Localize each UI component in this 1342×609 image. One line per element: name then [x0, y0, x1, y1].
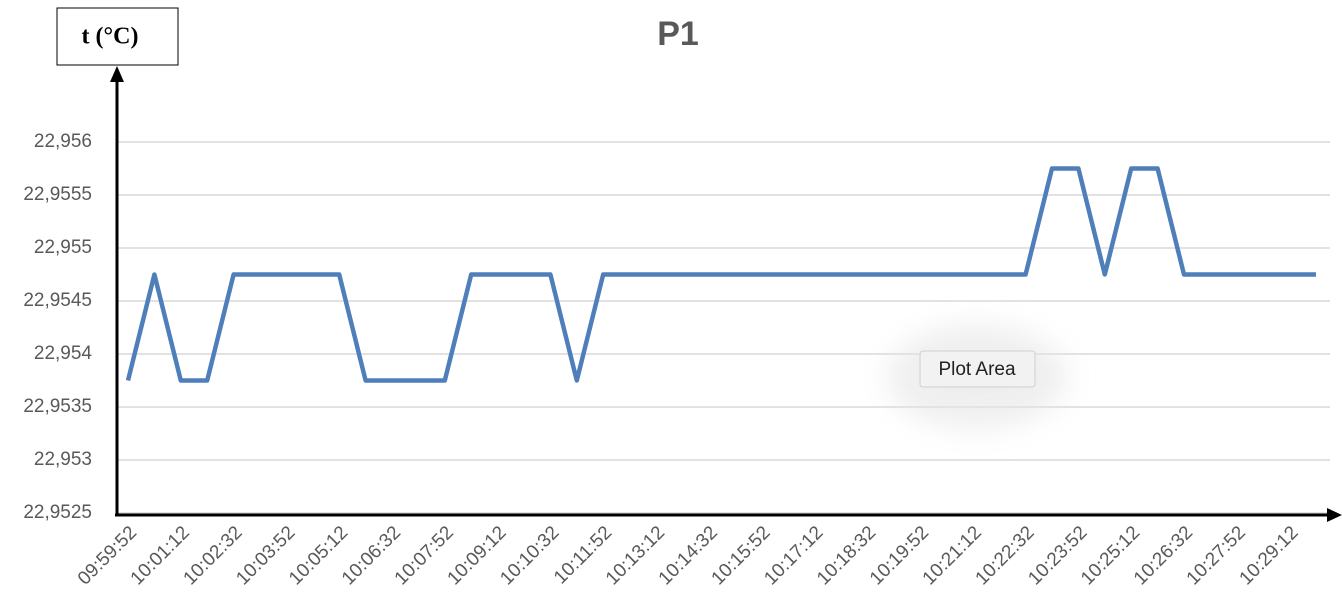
y-axis-label: t (°C): [82, 24, 139, 50]
y-tick-label: 22,955: [34, 237, 92, 258]
y-label-box: [56, 7, 179, 66]
y-tick-label: 22,9545: [23, 290, 92, 311]
x-tick-label: 10:29:12: [1236, 522, 1303, 589]
y-tick-label: 22,954: [34, 343, 93, 364]
chart-title: P1: [657, 15, 699, 53]
y-tick-label: 22,9555: [23, 184, 92, 205]
tooltip: Plot Area: [887, 325, 1067, 429]
tooltip-text: Plot Area: [938, 359, 1016, 380]
x-tick-label: 10:10:32: [496, 522, 563, 589]
grid: [117, 141, 1330, 514]
x-axis-arrow: [1327, 508, 1342, 522]
data-line: [125, 166, 1316, 383]
tooltip-box: [919, 350, 1036, 388]
plot: [125, 166, 1316, 383]
y-tick-label: 22,9535: [23, 396, 92, 417]
y-axis-arrow: [110, 66, 124, 82]
y-tick-label: 22,9525: [23, 502, 92, 523]
y-tick-label: 22,953: [34, 449, 92, 470]
y-tick-label: 22,956: [34, 131, 92, 152]
